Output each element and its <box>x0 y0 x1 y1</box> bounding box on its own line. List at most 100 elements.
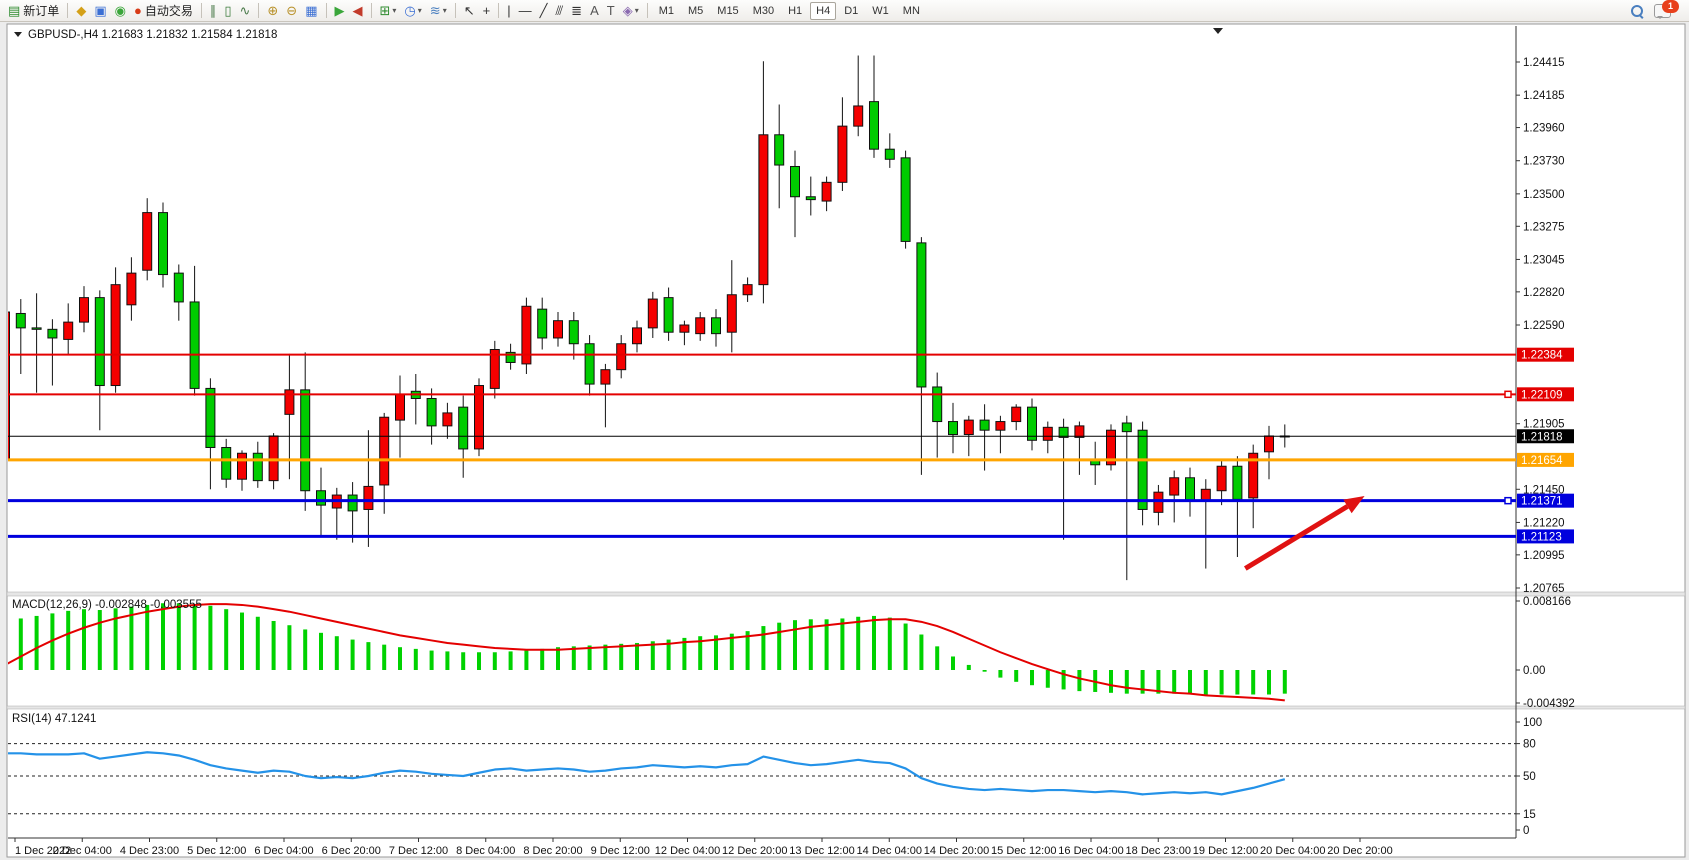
arrows-dropdown-icon[interactable]: ▾ <box>634 6 639 15</box>
time-tick-label[interactable]: 8 Dec 04:00 <box>456 845 515 857</box>
trend-arrow-shaft[interactable] <box>1244 504 1349 571</box>
time-tick-label[interactable]: 16 Dec 04:00 <box>1058 845 1123 857</box>
macd-histogram-bar <box>176 603 181 670</box>
time-tick-label[interactable]: 5 Dec 12:00 <box>187 845 246 857</box>
trendline-button[interactable]: ╱ <box>537 2 551 20</box>
indicator-windows-button[interactable]: ≋ ▾ <box>427 2 450 20</box>
time-tick-label[interactable]: 8 Dec 20:00 <box>523 845 582 857</box>
time-tick-label[interactable]: 13 Dec 12:00 <box>789 845 854 857</box>
line-chart-icon: ∿ <box>239 2 251 18</box>
price-tick-label: 1.21450 <box>1523 484 1565 496</box>
candle-body-up <box>142 212 153 271</box>
price-tick-label: 1.23045 <box>1523 254 1565 266</box>
time-tick-label[interactable]: 12 Dec 04:00 <box>655 845 720 857</box>
toolbar-separator <box>646 3 648 18</box>
time-tick-label[interactable]: 19 Dec 12:00 <box>1193 845 1258 857</box>
indicator-windows-dropdown-icon[interactable]: ▾ <box>442 6 447 15</box>
chart-canvas[interactable]: 1.22384 1.22109 1.21818 1.21654 1.21371 1.211… <box>0 22 1689 860</box>
macd-histogram-bar <box>192 604 197 670</box>
macd-histogram-bar <box>240 612 244 670</box>
periods-dropdown-icon[interactable]: ▾ <box>417 6 422 15</box>
new-chart-dropdown-icon[interactable]: ▾ <box>392 6 397 15</box>
time-tick-label[interactable]: 18 Dec 23:00 <box>1126 845 1191 857</box>
notification-badge: 1 <box>1662 0 1679 13</box>
candle <box>189 265 200 396</box>
shift-marker-icon[interactable] <box>1213 28 1223 34</box>
chat-icon[interactable]: 1 <box>1654 0 1679 19</box>
time-tick-label[interactable]: 9 Dec 12:00 <box>591 845 650 857</box>
time-tick-label[interactable]: 7 Dec 12:00 <box>389 845 448 857</box>
candle-body-up <box>1042 426 1053 441</box>
time-tick-label[interactable]: 20 Dec 20:00 <box>1327 845 1392 857</box>
text-button[interactable]: A <box>587 2 602 20</box>
time-tick-label[interactable]: 20 Dec 04:00 <box>1260 845 1325 857</box>
candle <box>15 299 26 374</box>
time-tick-label[interactable]: 14 Dec 20:00 <box>924 845 989 857</box>
support-line-1-handle[interactable] <box>1504 496 1512 505</box>
macd-histogram-bar <box>666 639 671 670</box>
crosshair-button[interactable]: + <box>480 2 494 20</box>
candle <box>616 335 627 379</box>
candle-body-up <box>632 327 642 345</box>
fibonacci-button[interactable]: ≣ <box>568 2 585 20</box>
candle <box>742 277 753 302</box>
timeframe-mn-button[interactable]: MN <box>902 4 920 17</box>
arrows-button[interactable]: ◈ ▾ <box>620 2 642 20</box>
new-order-button[interactable]: ▤ 新订单 <box>5 2 62 20</box>
text-label-button[interactable]: T <box>604 2 618 20</box>
candle-body-up <box>1106 429 1116 466</box>
timeframe-h4-button[interactable]: H4 <box>810 1 837 20</box>
timeframe-m1-button[interactable]: M1 <box>658 4 674 17</box>
candle <box>426 388 437 445</box>
autoscroll-button[interactable]: ◀ <box>350 2 366 20</box>
candle <box>758 61 769 304</box>
time-tick-label[interactable]: 6 Dec 04:00 <box>254 845 313 857</box>
timeframe-m15-button[interactable]: M15 <box>717 4 739 17</box>
terminal-button[interactable]: ▣ <box>91 2 109 20</box>
time-tick-label[interactable]: 4 Dec 23:00 <box>120 845 179 857</box>
autotrading-button[interactable]: ● 自动交易 <box>131 2 196 20</box>
macd-axis-label: -0.004392 <box>1523 698 1575 710</box>
time-tick-label[interactable]: 14 Dec 04:00 <box>857 845 922 857</box>
shift-end-button[interactable]: ▶ <box>332 2 348 20</box>
candle-body-up <box>1264 435 1274 453</box>
pane-separator-rsi[interactable] <box>6 705 1686 710</box>
time-tick-label[interactable]: 6 Dec 20:00 <box>322 845 381 857</box>
macd-histogram-bar <box>82 609 86 670</box>
metaeditor-button[interactable]: ◆ <box>73 2 89 20</box>
horizontal-line-button[interactable]: — <box>516 2 535 20</box>
tile-windows-button[interactable]: ▦ <box>302 2 320 20</box>
trend-arrow[interactable] <box>1244 496 1365 571</box>
candle-body-up <box>126 272 137 306</box>
equidistant-channel-button[interactable]: ⫻ <box>552 2 566 20</box>
timeframe-h1-button[interactable]: H1 <box>788 4 803 17</box>
rsi-axis-label: 15 <box>1523 809 1536 821</box>
candlestick-chart-button[interactable]: ▯ <box>221 2 234 20</box>
time-tick-label[interactable]: 15 Dec 12:00 <box>991 845 1056 857</box>
time-tick-label[interactable]: 1 Dec 2022 <box>15 845 71 857</box>
zoom-in-button[interactable]: ⊕ <box>264 2 281 20</box>
resistance-line-2-handle[interactable] <box>1504 390 1512 399</box>
cursor-button[interactable]: ↖ <box>461 2 478 20</box>
periods-button[interactable]: ◷ ▾ <box>401 2 424 20</box>
candle-body-down <box>252 452 263 482</box>
time-tick-label[interactable]: 2 Dec 04:00 <box>53 845 112 857</box>
search-icon[interactable] <box>1630 4 1644 19</box>
trend-arrow-head[interactable] <box>1343 496 1365 514</box>
pane-separator-macd[interactable] <box>6 591 1686 597</box>
vertical-line-button[interactable]: | <box>504 2 513 20</box>
zoom-out-button[interactable]: ⊖ <box>283 2 300 20</box>
signals-button[interactable]: ◉ <box>112 2 129 20</box>
timeframe-d1-button[interactable]: D1 <box>844 4 859 17</box>
text-icon: A <box>590 2 599 18</box>
symbol-collapse-icon[interactable] <box>14 32 22 37</box>
line-chart-button[interactable]: ∿ <box>236 2 253 20</box>
candle-body-up <box>963 419 974 436</box>
bar-chart-button[interactable]: ∥ <box>207 2 220 20</box>
time-tick-label[interactable]: 12 Dec 20:00 <box>722 845 787 857</box>
timeframe-w1-button[interactable]: W1 <box>872 4 889 17</box>
pivot-line-price-label-bg <box>1517 452 1574 467</box>
new-chart-button[interactable]: ⊞ ▾ <box>377 2 400 20</box>
timeframe-m30-button[interactable]: M30 <box>752 4 775 17</box>
timeframe-m5-button[interactable]: M5 <box>688 4 704 17</box>
